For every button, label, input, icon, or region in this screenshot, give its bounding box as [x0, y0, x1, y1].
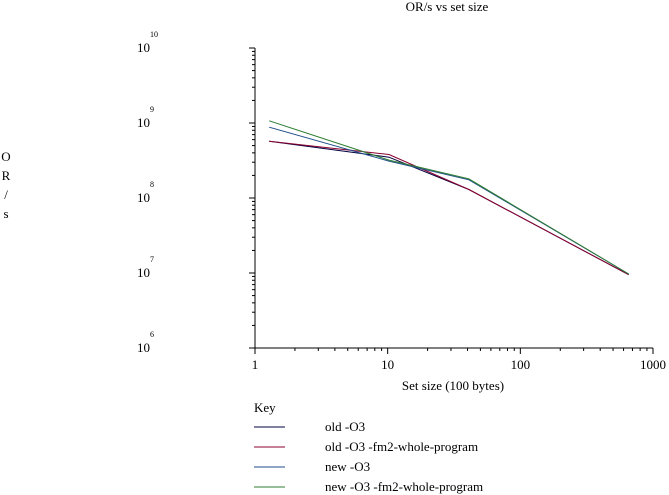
series-line-2 [269, 140, 629, 276]
y-tick-base: 10 [137, 190, 150, 205]
x-tick-label: 10 [381, 357, 394, 372]
y-axis-label: OR / s [1, 149, 10, 221]
axes [254, 48, 653, 349]
y-tick-label: 108 [137, 180, 154, 205]
x-tick-label: 100 [511, 357, 531, 372]
legend-label-3: new -O3 [325, 459, 370, 474]
x-tick-label: 1000 [640, 357, 666, 372]
chart-title: OR/s vs set size [406, 0, 489, 14]
y-tick-exponent: 9 [150, 105, 154, 114]
y-tick-exponent: 8 [150, 180, 154, 189]
y-axis-label-char: s [3, 206, 8, 221]
y-tick-exponent: 7 [150, 255, 154, 264]
legend: Key old -O3 old -O3 -fm2-whole-program new… [254, 400, 483, 494]
series-line-3 [269, 126, 629, 275]
y-tick-base: 10 [137, 265, 150, 280]
y-tick-exponent: 10 [150, 30, 158, 39]
y-tick-label: 106 [137, 330, 154, 355]
series-line-1 [269, 140, 629, 276]
series-line-4 [269, 120, 629, 275]
legend-label-4: new -O3 -fm2-whole-program [325, 479, 483, 494]
y-tick-exponent: 6 [150, 330, 154, 339]
y-axis-label-char: R [2, 168, 11, 183]
y-tick-label: 109 [137, 105, 154, 130]
legend-title: Key [254, 400, 276, 415]
y-tick-base: 10 [137, 340, 150, 355]
y-axis-label-char: O [1, 149, 10, 164]
legend-label-1: old -O3 [325, 419, 365, 434]
y-tick-base: 10 [137, 115, 150, 130]
y-tick-base: 10 [137, 40, 150, 55]
y-tick-label: 107 [137, 255, 154, 280]
x-tick-label: 1 [252, 357, 259, 372]
legend-label-2: old -O3 -fm2-whole-program [325, 439, 478, 454]
series-lines [269, 120, 629, 276]
x-axis-label: Set size (100 bytes) [402, 378, 504, 393]
y-axis-label-char: / [4, 187, 8, 202]
